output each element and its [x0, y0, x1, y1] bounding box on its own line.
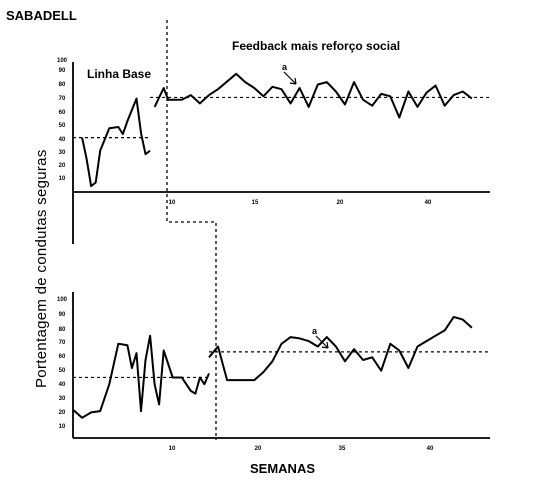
- panel-1-y-tick-label: 20: [59, 163, 66, 169]
- panel-2-y-tick-label: 90: [59, 312, 66, 318]
- panel-1-y-tick-label: 50: [59, 123, 66, 129]
- panel-2-x-tick-label: 40: [427, 446, 434, 452]
- panel-1-x-tick-label: 20: [337, 200, 344, 206]
- panel-2-x-tick-label: 20: [255, 446, 262, 452]
- panel-1-tick-labels: 100 90 80 70 60 50 40 30 20 10 10 15 20 40: [57, 58, 432, 206]
- panel-1-intervention-series-line: [153, 72, 473, 119]
- panel-2-y-tick-label: 100: [57, 297, 68, 303]
- panel-2-plot: [72, 315, 490, 419]
- x-axis-label: SEMANAS: [250, 461, 315, 476]
- panel-1-annotation: a: [282, 62, 288, 72]
- panel-1-y-tick-label: 30: [59, 150, 66, 156]
- panel-2-annotation: a: [312, 326, 318, 336]
- panel-1-y-tick-label: 100: [57, 58, 68, 64]
- panel-2-tick-labels: 100 90 80 70 60 50 40 30 20 10 10 20 35 40: [57, 297, 434, 452]
- panel-2-baseline-series-line: [72, 334, 210, 419]
- panel-2-x-tick-label: 10: [169, 446, 176, 452]
- panel-1-y-tick-label: 10: [59, 176, 66, 182]
- panel-2-intervention-series-line: [208, 315, 473, 382]
- panel-2-y-tick-label: 30: [59, 396, 66, 402]
- panel-1-y-tick-label: 70: [59, 96, 66, 102]
- panel-2-y-tick-label: 10: [59, 424, 66, 430]
- panel-1-y-tick-label: 60: [59, 110, 66, 116]
- panel-1-x-tick-label: 10: [169, 200, 176, 206]
- panel-1-x-tick-label: 40: [425, 200, 432, 206]
- panel-2-x-tick-label: 35: [339, 446, 346, 452]
- panel-2-y-tick-label: 60: [59, 354, 66, 360]
- panel-1-y-tick-label: 80: [59, 82, 66, 88]
- panel-2-y-tick-label: 20: [59, 410, 66, 416]
- panel-2-y-tick-label: 50: [59, 368, 66, 374]
- panel-2-y-tick-label: 40: [59, 382, 66, 388]
- panel-1-plot: [73, 72, 490, 188]
- y-axis-label: Portentagem de condutas seguras: [33, 149, 50, 388]
- panel-1-baseline-series-line: [81, 97, 151, 188]
- panel-1-arrow-icon: [283, 71, 297, 85]
- phase-label-baseline: Linha Base: [87, 67, 151, 81]
- phase-label-intervention: Feedback mais reforço social: [232, 39, 400, 53]
- panel-1-y-tick-label: 90: [59, 68, 66, 74]
- panel-1-title: SABADELL: [6, 8, 77, 23]
- phase-change-line: [166, 20, 217, 440]
- panel-1-y-tick-label: 40: [59, 137, 66, 143]
- panel-2-y-tick-label: 70: [59, 340, 66, 346]
- panel-2-y-tick-label: 80: [59, 327, 66, 333]
- panel-1-x-tick-label: 15: [252, 200, 259, 206]
